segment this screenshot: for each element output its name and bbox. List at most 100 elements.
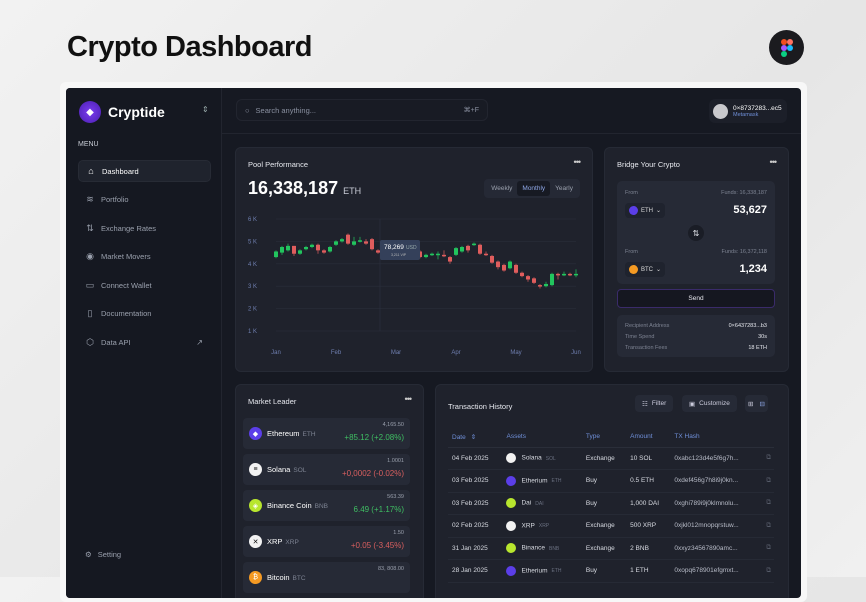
sidebar-item-market-movers[interactable]: ◉ Market Movers xyxy=(78,246,211,268)
candle xyxy=(520,271,524,278)
external-link-icon: ↗ xyxy=(196,338,203,348)
to-amount[interactable]: 1,234 xyxy=(739,263,767,275)
search-input[interactable]: ○ Search anything... ⌘+F xyxy=(236,99,488,121)
grid-view-icon[interactable]: ⊞ xyxy=(748,400,754,408)
table-row[interactable]: 03 Feb 2025 Etherium ETH Buy 0.5 ETH 0xdef456… xyxy=(448,469,774,493)
candle xyxy=(556,272,560,280)
tx-amount: 10 SOL xyxy=(626,447,671,470)
sidebar: ◆ Cryptide ⇕ MENU ⌂ Dashboard ≋ Portfolio ⇅ Ex… xyxy=(66,88,222,598)
sidebar-item-dashboard[interactable]: ⌂ Dashboard xyxy=(78,160,211,182)
tx-date: 04 Feb 2025 xyxy=(448,447,503,470)
candle xyxy=(430,252,434,256)
tx-hash: 0xxyz34567890amc... xyxy=(670,537,763,560)
coin-change: +0,0002 (-0.02%) xyxy=(341,469,404,478)
info-value: 30s xyxy=(758,333,767,340)
list-view-icon[interactable]: ⊟ xyxy=(759,400,765,408)
copy-icon[interactable]: ⧉ xyxy=(762,492,774,515)
candle xyxy=(376,249,380,254)
xrp-icon xyxy=(506,520,517,531)
market-item[interactable]: ◆ Ethereum ETH 4,165.50 +85.12 (+2.08%) xyxy=(243,418,410,449)
sidebar-nav: ⌂ Dashboard ≋ Portfolio ⇅ Exchange Rates ◉ Mark… xyxy=(78,160,211,360)
market-item[interactable]: ₿ Bitcoin BTC 83, 808.00 xyxy=(243,562,410,593)
home-icon: ⌂ xyxy=(88,166,94,176)
tab-monthly[interactable]: Monthly xyxy=(517,181,551,196)
x-tick-label: Jan xyxy=(271,350,281,356)
tx-asset: Solana SOL xyxy=(502,447,582,470)
brand-name: Cryptide xyxy=(108,104,165,120)
coin-price: 1.0001 xyxy=(387,458,404,464)
market-item[interactable]: ◈ Binance Coin BNB 563.39 6.49 (+1.17%) xyxy=(243,490,410,521)
y-tick-label: 2 K xyxy=(248,307,257,313)
to-label: From xyxy=(625,249,638,255)
wallet-button[interactable]: 0×8737283...ec5 Metamask xyxy=(709,99,787,123)
tx-amount: 0.5 ETH xyxy=(626,469,671,493)
candle xyxy=(568,272,572,277)
eth-icon xyxy=(506,475,517,486)
to-token-select[interactable]: BTC ⌄ xyxy=(625,262,666,277)
from-token-select[interactable]: ETH ⌄ xyxy=(625,203,666,218)
candle xyxy=(316,243,320,254)
pool-amount: 16,338,187 xyxy=(248,178,339,198)
candle xyxy=(532,277,536,284)
filter-label: Filter xyxy=(651,400,667,407)
swap-icon[interactable]: ⇅ xyxy=(688,225,704,241)
market-item[interactable]: ✕ XRP XRP 1.50 +0.05 (-3.45%) xyxy=(243,526,410,557)
gear-icon: ⚙ xyxy=(85,550,92,559)
sidebar-item-portfolio[interactable]: ≋ Portfolio xyxy=(78,189,211,211)
x-tick-label: Apr xyxy=(451,350,460,356)
sidebar-item-documentation[interactable]: ▯ Documentation xyxy=(78,303,211,325)
send-button[interactable]: Send xyxy=(617,289,775,308)
column-header[interactable]: Date ⇕ xyxy=(448,427,503,448)
table-row[interactable]: 28 Jan 2025 Etherium ETH Buy 1 ETH 0xopq67890… xyxy=(448,559,774,583)
coin-price: 83, 808.00 xyxy=(378,566,404,572)
sidebar-item-label: Data API xyxy=(101,338,131,348)
tab-weekly[interactable]: Weekly xyxy=(491,185,513,192)
candle xyxy=(544,281,548,288)
brand[interactable]: ◆ Cryptide xyxy=(79,101,165,123)
table-row[interactable]: 04 Feb 2025 Solana SOL Exchange 10 SOL 0xabc1… xyxy=(448,447,774,470)
table-row[interactable]: 03 Feb 2025 Dai DAI Buy 1,000 DAI 0xghi789i9j… xyxy=(448,492,774,515)
more-icon[interactable]: ••• xyxy=(769,157,778,167)
clipboard-icon: ▯ xyxy=(87,308,93,319)
tx-date: 02 Feb 2025 xyxy=(448,514,503,538)
bnb-icon: ◈ xyxy=(249,499,262,512)
shortcut-hint: ⌘+F xyxy=(463,107,479,114)
coin-symbol: ETH xyxy=(302,431,316,438)
copy-icon[interactable]: ⧉ xyxy=(762,514,774,538)
from-amount[interactable]: 53,627 xyxy=(733,204,767,216)
sidebar-item-connect-wallet[interactable]: ▭ Connect Wallet xyxy=(78,274,211,296)
candle xyxy=(478,243,482,255)
market-item[interactable]: ≡ Solana SOL 1.0001 +0,0002 (-0.02%) xyxy=(243,454,410,485)
sidebar-item-exchange-rates[interactable]: ⇅ Exchange Rates xyxy=(78,217,211,239)
tx-amount: 1 ETH xyxy=(626,559,671,583)
sidebar-item-setting[interactable]: ⚙ Setting xyxy=(85,550,121,559)
filter-button[interactable]: ☷ Filter xyxy=(635,395,674,412)
copy-icon[interactable]: ⧉ xyxy=(762,537,774,560)
table-row[interactable]: 02 Feb 2025 XRP XRP Exchange 500 XRP 0xjkl012… xyxy=(448,514,774,538)
more-icon[interactable]: ••• xyxy=(404,394,413,404)
chevron-updown-icon[interactable]: ⇕ xyxy=(202,105,209,114)
layout-icon: ▣ xyxy=(689,400,696,408)
tx-asset: Etherium ETH xyxy=(502,559,582,583)
tx-asset: Etherium ETH xyxy=(502,469,582,493)
sidebar-item-data-api[interactable]: ⬡ Data API ↗ xyxy=(78,332,211,354)
column-header-copy xyxy=(762,427,774,448)
info-value: 0×6437283...b3 xyxy=(728,322,767,329)
copy-icon[interactable]: ⧉ xyxy=(762,469,774,493)
customize-button[interactable]: ▣ Customize xyxy=(682,395,737,412)
candle xyxy=(484,251,488,256)
page-title: Crypto Dashboard xyxy=(67,31,312,63)
tab-yearly[interactable]: Yearly xyxy=(555,185,573,192)
search-icon: ○ xyxy=(245,105,250,115)
more-icon[interactable]: ••• xyxy=(573,157,582,167)
to-funds: Funds: 16,372,118 xyxy=(721,249,767,255)
figma-logo-icon xyxy=(769,30,804,65)
copy-icon[interactable]: ⧉ xyxy=(762,447,774,470)
cube-icon: ⬡ xyxy=(86,337,94,348)
candle xyxy=(292,245,296,256)
candle xyxy=(466,244,470,253)
table-row[interactable]: 31 Jan 2025 Binance BNB Exchange 2 BNB 0xxyz3… xyxy=(448,537,774,560)
copy-icon[interactable]: ⧉ xyxy=(762,559,774,583)
candle xyxy=(472,242,476,246)
customize-label: Customize xyxy=(699,400,730,407)
